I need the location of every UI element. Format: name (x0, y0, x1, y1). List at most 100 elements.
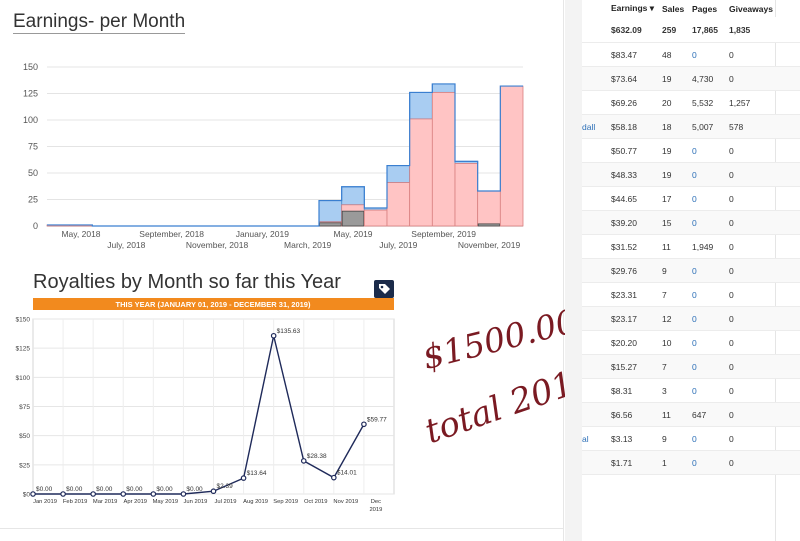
cell-giveaways: 0 (729, 138, 800, 163)
title-fragment[interactable] (582, 210, 611, 235)
title-fragment[interactable] (582, 378, 611, 403)
x-tick-label: Feb 2019 (63, 499, 88, 505)
royalties-chart-title: Royalties by Month so far this Year (33, 271, 341, 293)
title-fragment[interactable] (582, 258, 611, 283)
cell-pages: 5,532 (692, 90, 729, 115)
earnings-bar-blue (318, 200, 343, 223)
title-fragment[interactable] (582, 282, 611, 307)
title-fragment[interactable] (582, 450, 611, 475)
royalty-point[interactable] (300, 458, 307, 464)
cell-sales: 7 (662, 282, 692, 307)
price-tag-icon[interactable] (374, 280, 394, 298)
cell-sales: 7 (662, 354, 692, 379)
earnings-bar-grey (341, 210, 365, 227)
x-tick-label: September, 2018 (139, 229, 204, 239)
earnings-bar-grey (319, 222, 342, 227)
title-fragment[interactable]: al (582, 426, 611, 451)
cell-pages: 647 (692, 402, 729, 427)
earnings-bar-pink (386, 182, 411, 227)
x-tick-label: Aug 2019 (243, 499, 268, 505)
cell-pages: 0 (692, 162, 729, 187)
table-row[interactable]: $48.33 19 0 0 (582, 162, 800, 187)
royalty-point[interactable] (30, 491, 36, 497)
x-tick-label: Jun 2019 (183, 499, 207, 505)
royalty-data-label: $2.39 (217, 483, 234, 490)
x-tick-label: Mar 2019 (93, 499, 118, 505)
title-fragment[interactable] (582, 42, 611, 67)
y-tick-label: 50 (28, 168, 38, 178)
header-sales[interactable]: Sales (662, 3, 685, 14)
x-tick-label: January, 2019 (236, 229, 290, 239)
cell-sales: 15 (662, 210, 692, 235)
title-fragment[interactable] (582, 138, 611, 163)
table-row[interactable]: $23.31 7 0 0 (582, 282, 800, 307)
header-giveaways[interactable]: Giveaways (729, 3, 773, 14)
royalty-point[interactable] (60, 491, 66, 497)
table-row[interactable]: $23.17 12 0 0 (582, 306, 800, 331)
cell-pages: 5,007 (692, 114, 729, 139)
cell-earnings: $83.47 (611, 42, 662, 67)
table-row[interactable]: $15.27 7 0 0 (582, 354, 800, 379)
table-row[interactable]: dall $58.18 18 5,007 578 (582, 114, 800, 139)
table-row[interactable]: $29.76 9 0 0 (582, 258, 800, 283)
royalty-point[interactable] (331, 474, 337, 481)
cell-pages: 0 (692, 306, 729, 331)
title-fragment[interactable] (582, 330, 611, 355)
title-fragment[interactable] (582, 402, 611, 427)
table-row[interactable]: $8.31 3 0 0 (582, 378, 800, 403)
title-fragment[interactable] (582, 354, 611, 379)
y-tick-label: 125 (23, 89, 38, 99)
cell-giveaways: 0 (729, 450, 800, 475)
x-tick-label: Nov 2019 (333, 499, 358, 505)
royalty-point[interactable] (150, 491, 157, 497)
title-fragment[interactable]: dall (582, 114, 611, 139)
stats-header-row: Earnings ▾ Sales Pages Giveaways (582, 0, 800, 17)
royalty-point[interactable] (90, 491, 96, 497)
cell-giveaways: 0 (729, 306, 800, 331)
table-row[interactable]: $73.64 19 4,730 0 (582, 66, 800, 91)
header-earnings-label: Earnings (611, 3, 648, 13)
royalty-point[interactable] (240, 475, 247, 481)
cell-earnings: $8.31 (611, 378, 662, 403)
royalty-point[interactable] (210, 488, 217, 495)
table-row[interactable]: $83.47 48 0 0 (582, 42, 800, 67)
earnings-bar-blue (431, 83, 456, 93)
header-pages[interactable]: Pages (692, 3, 718, 14)
royalty-point[interactable] (180, 491, 187, 497)
earnings-step-line (47, 83, 523, 227)
cell-sales: 9 (662, 258, 692, 283)
panel-bottom-divider (0, 528, 563, 529)
table-row[interactable]: al $3.13 9 0 0 (582, 426, 800, 451)
earnings-area-chart: 0 25 50 75 100 125 150 May, 2018 September, 2018… (23, 62, 524, 250)
cell-earnings: $58.18 (611, 114, 662, 139)
table-row[interactable]: $69.26 20 5,532 1,257 (582, 90, 800, 115)
royalty-point[interactable] (270, 332, 277, 339)
royalty-point[interactable] (361, 421, 367, 428)
table-row[interactable]: $31.52 11 1,949 0 (582, 234, 800, 259)
y-tick-label: $125 (16, 346, 31, 353)
x-tick-label: July, 2018 (107, 240, 145, 250)
title-fragment[interactable] (582, 162, 611, 187)
cell-earnings: $50.77 (611, 138, 662, 163)
cell-pages: 0 (692, 378, 729, 403)
table-row[interactable]: $39.20 15 0 0 (582, 210, 800, 235)
table-row[interactable]: $44.65 17 0 0 (582, 186, 800, 211)
cell-sales: 20 (662, 90, 692, 115)
title-fragment[interactable] (582, 66, 611, 91)
title-fragment[interactable] (582, 234, 611, 259)
table-row[interactable]: $20.20 10 0 0 (582, 330, 800, 355)
cell-pages: 0 (692, 450, 729, 475)
table-row[interactable]: $6.56 11 647 0 (582, 402, 800, 427)
cell-earnings: $69.26 (611, 90, 662, 115)
table-row[interactable]: $50.77 19 0 0 (582, 138, 800, 163)
x-tick-label: May, 2019 (333, 229, 372, 239)
title-fragment[interactable] (582, 186, 611, 211)
cell-pages: 0 (692, 138, 729, 163)
header-earnings[interactable]: Earnings ▾ (611, 0, 662, 17)
title-fragment[interactable] (582, 90, 611, 115)
earnings-bar-blue (386, 165, 411, 184)
table-row[interactable]: $1.71 1 0 0 (582, 450, 800, 475)
royalty-point[interactable] (120, 491, 127, 497)
handwritten-amount: $1500.00 (418, 301, 581, 377)
title-fragment[interactable] (582, 306, 611, 331)
